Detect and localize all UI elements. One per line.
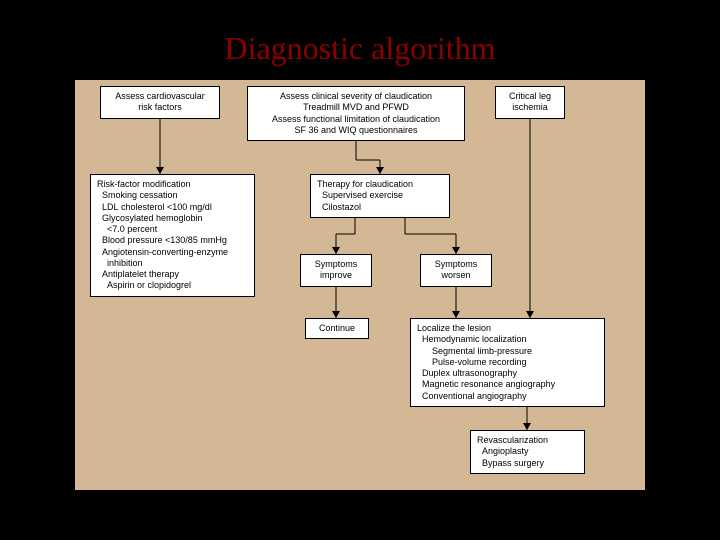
node-n6: Symptomsimprove xyxy=(300,254,372,287)
node-n8: Continue xyxy=(305,318,369,339)
node-n3: Critical legischemia xyxy=(495,86,565,119)
node-n10: Revascularization Angioplasty Bypass sur… xyxy=(470,430,585,474)
node-n9: Localize the lesion Hemodynamic localiza… xyxy=(410,318,605,407)
node-n2: Assess clinical severity of claudication… xyxy=(247,86,465,141)
page-title: Diagnostic algorithm xyxy=(0,30,720,67)
node-n7: Symptomsworsen xyxy=(420,254,492,287)
flowchart-area: Assess cardiovascularrisk factors Assess … xyxy=(75,80,645,490)
node-n1: Assess cardiovascularrisk factors xyxy=(100,86,220,119)
node-n4: Risk-factor modification Smoking cessati… xyxy=(90,174,255,297)
node-n5: Therapy for claudication Supervised exer… xyxy=(310,174,450,218)
